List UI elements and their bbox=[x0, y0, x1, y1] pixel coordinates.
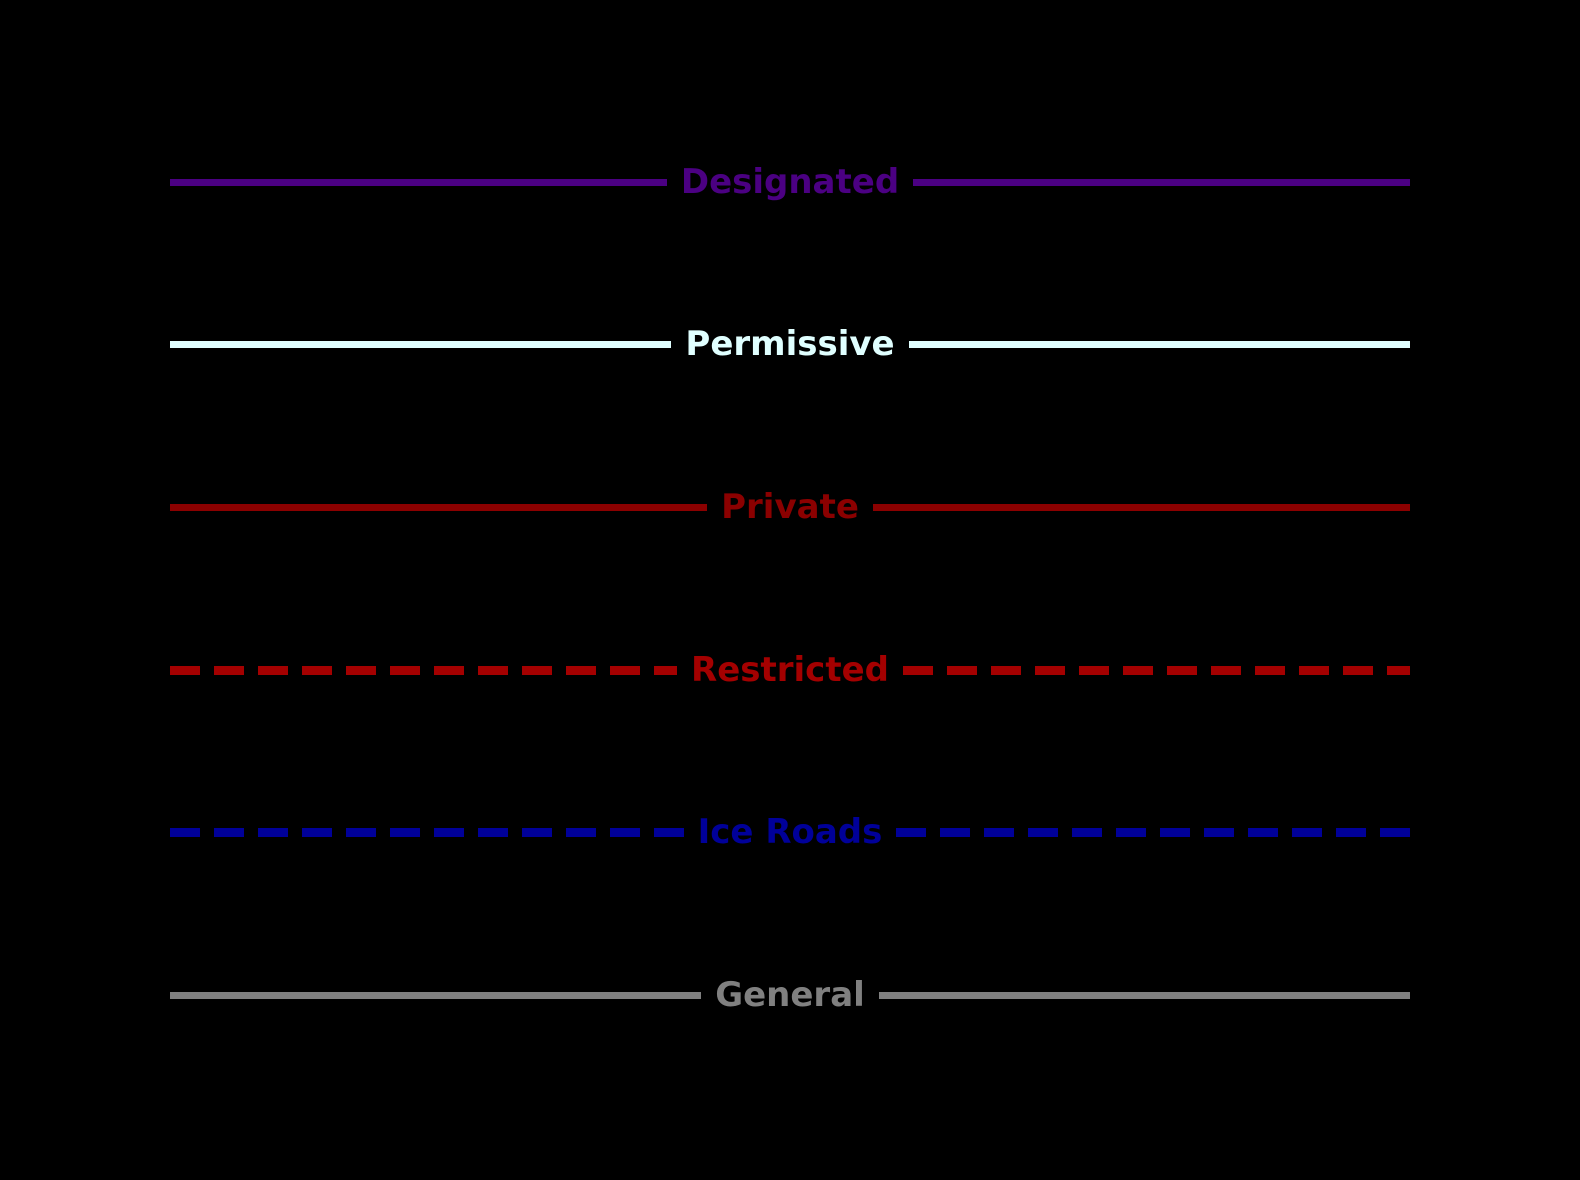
line-segment-left bbox=[170, 665, 678, 675]
line-segment-left bbox=[170, 827, 684, 837]
line-segment-right bbox=[878, 991, 1411, 999]
line-segment-right bbox=[908, 340, 1410, 348]
legend-row-general: General bbox=[170, 970, 1411, 1020]
legend-label-designated: Designated bbox=[680, 162, 900, 202]
line-segment-right bbox=[896, 827, 1411, 837]
legend-row-restricted: Restricted bbox=[170, 645, 1410, 695]
legend-row-permissive: Permissive bbox=[170, 319, 1410, 369]
line-segment-left bbox=[170, 503, 708, 511]
line-segment-right bbox=[872, 503, 1411, 511]
line-segment-left bbox=[170, 991, 702, 999]
legend-label-general: General bbox=[715, 975, 865, 1015]
line-segment-right bbox=[902, 665, 1410, 675]
legend-row-designated: Designated bbox=[170, 157, 1410, 207]
line-segment-left bbox=[170, 178, 667, 186]
legend-label-private: Private bbox=[721, 487, 859, 527]
legend-label-ice-roads: Ice Roads bbox=[697, 812, 883, 852]
line-segment-right bbox=[913, 178, 1410, 186]
legend-row-ice-roads: Ice Roads bbox=[170, 807, 1411, 857]
legend-label-restricted: Restricted bbox=[691, 650, 889, 690]
legend-row-private: Private bbox=[170, 482, 1411, 532]
legend-label-permissive: Permissive bbox=[685, 324, 895, 364]
line-segment-left bbox=[170, 340, 672, 348]
